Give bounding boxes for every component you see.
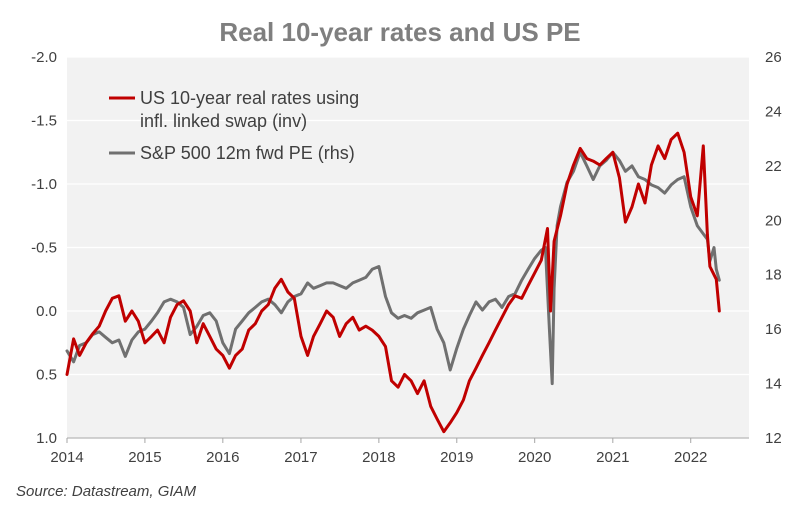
y-left-tick-label: 0.0 xyxy=(36,303,57,320)
series-lines xyxy=(65,131,721,434)
x-tick-label: 2019 xyxy=(440,449,473,466)
x-tick-label: 2014 xyxy=(50,449,83,466)
y-right-tick-label: 22 xyxy=(765,158,782,175)
series-line-real-rates xyxy=(65,131,721,434)
y-right-tick-label: 14 xyxy=(765,376,782,393)
x-tick-label: 2020 xyxy=(518,449,551,466)
y-axis-right: 12 14 16 18 20 22 24 26 xyxy=(765,49,782,447)
x-tick-label: 2021 xyxy=(596,449,629,466)
y-right-tick-label: 24 xyxy=(765,103,782,120)
series-line-pe xyxy=(65,150,721,386)
y-right-tick-label: 18 xyxy=(765,267,782,284)
x-axis: 2014 2015 2016 2017 2018 2019 2020 2021 2022 xyxy=(50,438,707,466)
y-right-tick-label: 12 xyxy=(765,430,782,447)
y-left-tick-label: -1.0 xyxy=(31,176,57,193)
source-note: Source: Datastream, GIAM xyxy=(16,483,197,500)
legend: US 10-year real rates using infl. linked … xyxy=(109,88,359,163)
legend-entry-pe-label: S&P 500 12m fwd PE (rhs) xyxy=(140,143,355,163)
y-left-tick-label: 0.5 xyxy=(36,367,57,384)
x-tick-label: 2017 xyxy=(284,449,317,466)
y-left-tick-label: 1.0 xyxy=(36,430,57,447)
y-left-tick-label: -1.5 xyxy=(31,113,57,130)
chart-title: Real 10-year rates and US PE xyxy=(219,17,580,47)
y-left-tick-label: -2.0 xyxy=(31,49,57,66)
x-tick-label: 2018 xyxy=(362,449,395,466)
legend-entry-real-rates-label: US 10-year real rates using xyxy=(140,88,359,108)
y-axis-left: -2.0 -1.5 -1.0 -0.5 0.0 0.5 1.0 xyxy=(31,49,57,447)
x-tick-label: 2022 xyxy=(674,449,707,466)
x-tick-label: 2015 xyxy=(128,449,161,466)
y-right-tick-label: 26 xyxy=(765,49,782,66)
y-right-tick-label: 16 xyxy=(765,321,782,338)
y-right-tick-label: 20 xyxy=(765,212,782,229)
x-tick-label: 2016 xyxy=(206,449,239,466)
legend-entry-real-rates-label: infl. linked swap (inv) xyxy=(140,111,307,131)
y-left-tick-label: -0.5 xyxy=(31,240,57,257)
